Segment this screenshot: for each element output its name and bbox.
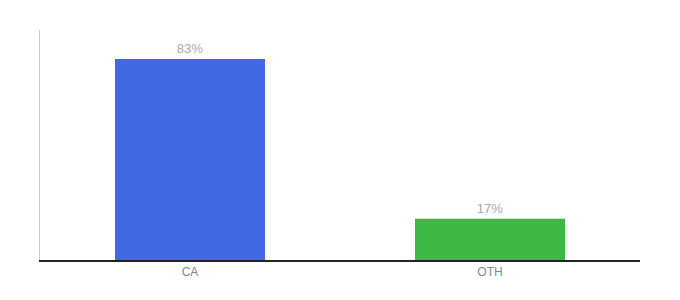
svg-text:CA: CA (182, 265, 199, 279)
svg-text:17%: 17% (477, 201, 503, 216)
svg-text:OTH: OTH (477, 265, 502, 279)
svg-text:83%: 83% (177, 41, 203, 56)
